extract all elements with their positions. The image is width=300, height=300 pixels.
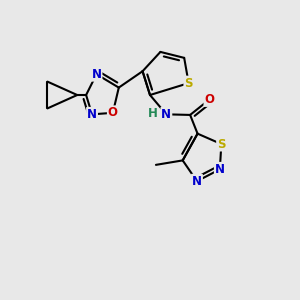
Text: O: O — [108, 106, 118, 119]
Text: N: N — [192, 175, 202, 188]
Text: N: N — [161, 108, 171, 121]
Text: H: H — [148, 107, 158, 120]
Text: N: N — [87, 108, 97, 121]
Text: S: S — [184, 76, 193, 90]
Text: O: O — [204, 93, 214, 106]
Text: S: S — [217, 138, 226, 151]
Text: N: N — [215, 163, 225, 176]
Text: N: N — [92, 68, 101, 81]
